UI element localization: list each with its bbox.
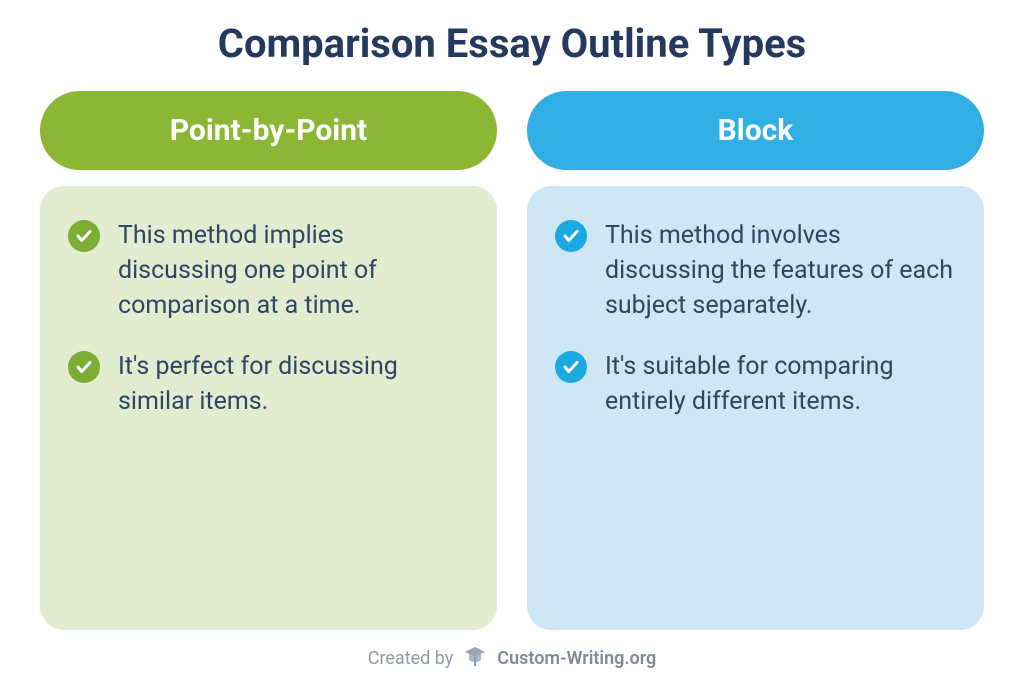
item-text: This method implies discussing one point… (118, 218, 469, 323)
right-panel: This method involves discussing the feat… (527, 186, 984, 630)
right-column: Block This method involves discussing th… (527, 91, 984, 630)
list-item: It's suitable for comparing entirely dif… (555, 349, 956, 419)
left-header-pill: Point-by-Point (40, 91, 497, 170)
check-icon (68, 351, 100, 383)
list-item: This method involves discussing the feat… (555, 218, 956, 323)
graduation-cap-icon (463, 644, 487, 673)
list-item: It's perfect for discussing similar item… (68, 349, 469, 419)
footer-created-by: Created by (368, 648, 454, 669)
check-icon (555, 351, 587, 383)
right-header-pill: Block (527, 91, 984, 170)
footer-brand: Custom-Writing.org (497, 648, 656, 669)
item-text: It's suitable for comparing entirely dif… (605, 349, 956, 419)
columns-container: Point-by-Point This method implies discu… (40, 91, 984, 630)
item-text: It's perfect for discussing similar item… (118, 349, 469, 419)
footer: Created by Custom-Writing.org (40, 630, 984, 679)
left-header-label: Point-by-Point (170, 113, 367, 148)
right-header-label: Block (718, 113, 794, 148)
page-title: Comparison Essay Outline Types (40, 20, 984, 67)
check-icon (555, 220, 587, 252)
list-item: This method implies discussing one point… (68, 218, 469, 323)
left-column: Point-by-Point This method implies discu… (40, 91, 497, 630)
item-text: This method involves discussing the feat… (605, 218, 956, 323)
left-panel: This method implies discussing one point… (40, 186, 497, 630)
check-icon (68, 220, 100, 252)
